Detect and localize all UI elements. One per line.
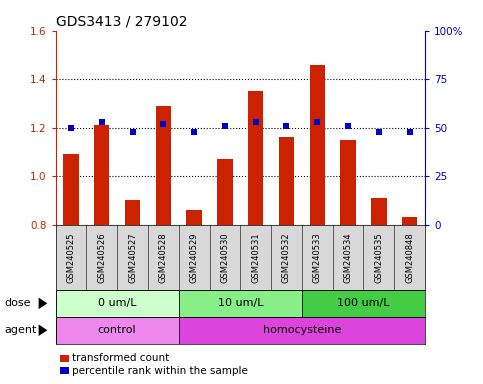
Text: control: control	[98, 325, 136, 335]
Text: GSM240848: GSM240848	[405, 232, 414, 283]
Bar	[341, 140, 356, 225]
Text: GSM240535: GSM240535	[374, 232, 384, 283]
Text: 10 um/L: 10 um/L	[217, 298, 263, 308]
Point	[221, 122, 229, 129]
Point	[98, 119, 106, 125]
Bar	[156, 106, 171, 225]
Text: GSM240528: GSM240528	[159, 232, 168, 283]
Point	[406, 129, 413, 135]
Bar	[125, 200, 140, 225]
Point	[128, 129, 136, 135]
Point	[67, 124, 75, 131]
Text: GSM240531: GSM240531	[251, 232, 260, 283]
Bar	[63, 154, 79, 225]
Text: percentile rank within the sample: percentile rank within the sample	[72, 366, 248, 376]
Text: GSM240526: GSM240526	[97, 232, 106, 283]
Bar	[302, 290, 425, 317]
Point	[344, 122, 352, 129]
Text: GSM240533: GSM240533	[313, 232, 322, 283]
Point	[190, 129, 198, 135]
Text: 0 um/L: 0 um/L	[98, 298, 136, 308]
Bar	[310, 65, 325, 225]
Bar	[56, 317, 179, 344]
Bar	[402, 217, 417, 225]
Bar	[94, 125, 110, 225]
Bar	[179, 317, 425, 344]
Text: agent: agent	[5, 325, 37, 335]
Text: transformed count: transformed count	[72, 353, 170, 363]
Bar	[217, 159, 233, 225]
Point	[313, 119, 321, 125]
Bar	[179, 290, 302, 317]
Point	[283, 122, 290, 129]
Text: dose: dose	[5, 298, 31, 308]
Point	[375, 129, 383, 135]
Text: GDS3413 / 279102: GDS3413 / 279102	[56, 14, 187, 28]
Text: GSM240525: GSM240525	[67, 232, 75, 283]
Text: homocysteine: homocysteine	[263, 325, 341, 335]
Bar	[56, 290, 179, 317]
Bar	[279, 137, 294, 225]
Text: 100 um/L: 100 um/L	[337, 298, 390, 308]
Text: GSM240532: GSM240532	[282, 232, 291, 283]
Bar	[186, 210, 202, 225]
Text: GSM240534: GSM240534	[343, 232, 353, 283]
Text: GSM240530: GSM240530	[220, 232, 229, 283]
Text: GSM240529: GSM240529	[190, 232, 199, 283]
Point	[159, 121, 167, 127]
Point	[252, 119, 259, 125]
Bar	[248, 91, 263, 225]
Bar	[371, 198, 386, 225]
Text: GSM240527: GSM240527	[128, 232, 137, 283]
